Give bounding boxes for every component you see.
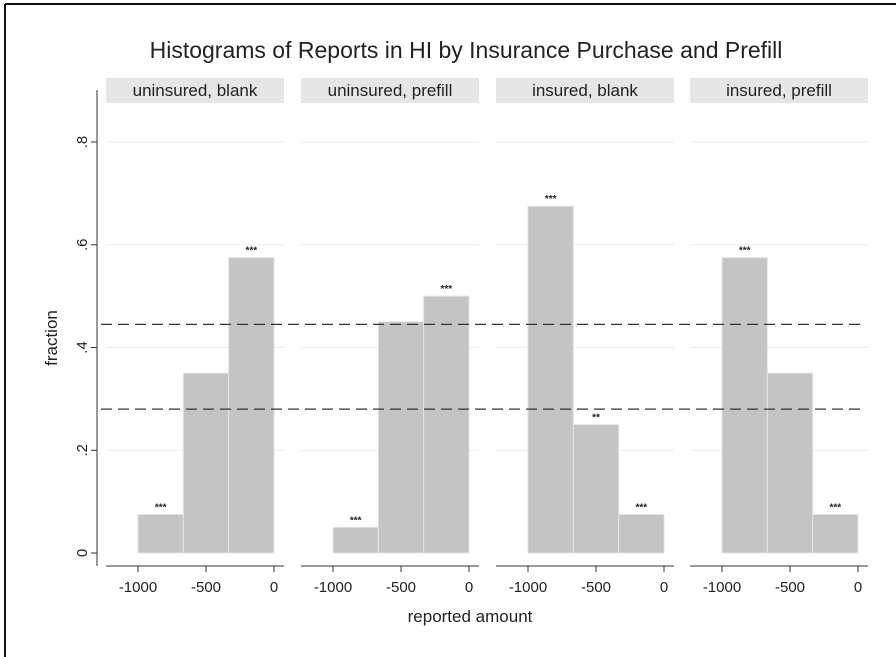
significance-label: *** <box>545 194 557 205</box>
panel-strip <box>690 78 868 103</box>
histogram-bar <box>137 513 184 554</box>
significance-label: *** <box>635 502 647 513</box>
panel-label: insured, prefill <box>726 81 832 100</box>
x-tick-label: -1000 <box>119 579 157 596</box>
significance-label: ** <box>592 413 600 424</box>
histogram-bar <box>766 372 814 554</box>
histogram-bar <box>332 526 379 554</box>
histogram-bar <box>228 257 275 554</box>
x-tick-label: -1000 <box>314 579 352 596</box>
significance-label: *** <box>350 515 362 526</box>
significance-label: *** <box>155 502 167 513</box>
plot-area: 0 .2 .4 .6 .8 uninsured, blank *** *** -1000 -500… <box>74 78 868 596</box>
x-tick-label: -500 <box>775 579 805 596</box>
x-tick-label: -500 <box>191 579 221 596</box>
chart-title: Histograms of Reports in HI by Insurance… <box>150 37 783 63</box>
x-tick-label: 0 <box>660 579 668 596</box>
panel-label: uninsured, prefill <box>328 81 453 100</box>
x-tick-label: -1000 <box>509 579 547 596</box>
x-tick-label: -1000 <box>703 579 741 596</box>
x-tick-label: -500 <box>581 579 611 596</box>
histogram-bar <box>721 257 768 554</box>
panel-strip <box>106 78 284 103</box>
histogram-bar <box>572 424 620 554</box>
y-tick-label: .6 <box>74 238 91 251</box>
panel-label: insured, blank <box>532 81 638 100</box>
histogram-bar <box>812 513 859 554</box>
histogram-bar <box>423 295 470 554</box>
x-tick-label: 0 <box>854 579 862 596</box>
histogram-bar <box>377 321 425 554</box>
x-tick-label: 0 <box>465 579 473 596</box>
significance-label: *** <box>440 284 452 295</box>
y-tick-label: .4 <box>74 341 91 354</box>
panel-label: uninsured, blank <box>133 81 258 100</box>
histogram-bar <box>618 513 665 554</box>
significance-label: *** <box>829 502 841 513</box>
y-axis-title: fraction <box>42 310 61 366</box>
x-axis-title: reported amount <box>408 607 533 626</box>
significance-label: *** <box>739 246 751 257</box>
panel-strip <box>496 78 674 103</box>
y-tick-label: .2 <box>74 444 91 457</box>
x-tick-label: -500 <box>386 579 416 596</box>
histogram-bar <box>182 372 230 554</box>
y-tick-label: 0 <box>74 549 91 557</box>
significance-label: *** <box>245 246 257 257</box>
histogram-bar <box>527 205 574 554</box>
x-tick-label: 0 <box>270 579 278 596</box>
y-tick-label: .8 <box>74 136 91 149</box>
panel-strip <box>301 78 479 103</box>
